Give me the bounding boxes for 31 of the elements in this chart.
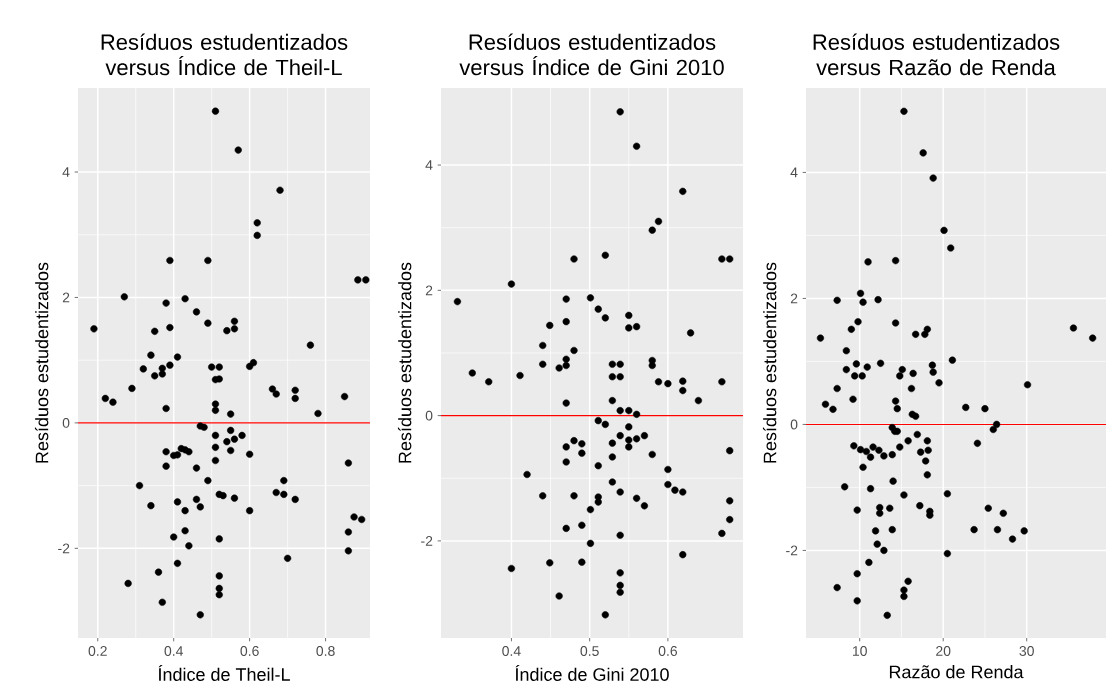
y-axis-title: Resíduos estudentizados bbox=[762, 262, 777, 463]
y-tick-label: 2 bbox=[425, 285, 433, 296]
x-tick-label: 0.6 bbox=[240, 646, 259, 656]
y-tick-label: 0 bbox=[790, 419, 798, 430]
x-tick-label: 10 bbox=[852, 646, 867, 656]
x-axis-title: Índice de Theil-L bbox=[158, 665, 290, 681]
y-axis-title: Resíduos estudentizados bbox=[397, 262, 412, 463]
y-tick-label: 4 bbox=[425, 160, 433, 170]
x-axis-title: Razão de Renda bbox=[889, 665, 1024, 679]
y-tick-label: 0 bbox=[425, 410, 433, 421]
x-tick-label: 0.4 bbox=[502, 646, 521, 656]
y-tick-label: -2 bbox=[786, 545, 798, 556]
y-tick-label: 2 bbox=[790, 293, 798, 304]
x-tick-label: 30 bbox=[1019, 646, 1034, 656]
y-tick-label: 4 bbox=[790, 167, 798, 178]
x-axis-title: Índice de Gini 2010 bbox=[515, 665, 669, 681]
y-tick-label: 0 bbox=[62, 417, 70, 428]
chart-title: Resíduos estudentizados versus Razão de Renda bbox=[813, 33, 1060, 76]
x-tick-label: 20 bbox=[936, 646, 951, 656]
x-tick-label: 0.6 bbox=[658, 646, 678, 656]
y-tick-label: 4 bbox=[62, 167, 70, 177]
y-tick-label: 2 bbox=[62, 292, 70, 303]
chart-title: Resíduos estudentizados versus Índice de Gini 2010 bbox=[459, 33, 724, 76]
y-tick-label: -2 bbox=[58, 543, 70, 554]
x-tick-label: 0.4 bbox=[164, 646, 183, 656]
y-axis-title: Resíduos estudentizados bbox=[34, 262, 49, 463]
x-tick-label: 0.5 bbox=[580, 646, 599, 656]
x-tick-label: 0.2 bbox=[88, 646, 107, 656]
chart-title: Resíduos estudentizados versus Índice de Theil-L bbox=[101, 33, 348, 76]
x-tick-label: 0.8 bbox=[316, 646, 335, 656]
y-tick-label: -2 bbox=[421, 536, 433, 546]
